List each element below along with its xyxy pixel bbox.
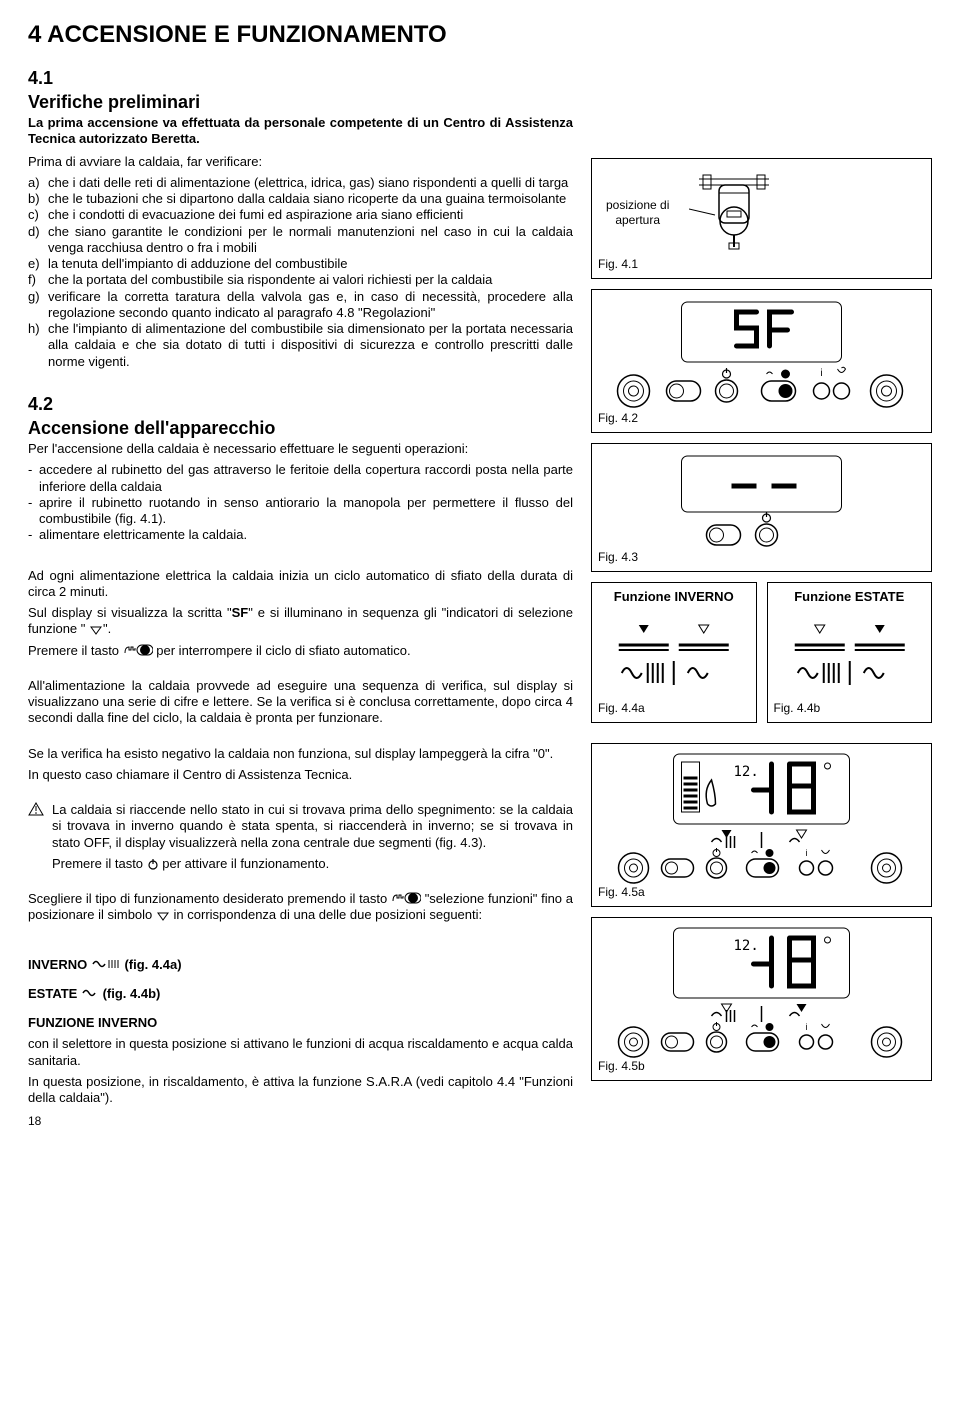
hand-button-icon (123, 643, 153, 657)
warn-text-2: Premere il tasto per attivare il funzion… (52, 856, 573, 872)
valve-icon (689, 173, 779, 253)
warning-block: La caldaia si riaccende nello stato in c… (28, 802, 573, 877)
check-d: che siano garantite le condizioni per le… (48, 224, 573, 257)
page-title: 4 ACCENSIONE E FUNZIONAMENTO (28, 20, 932, 50)
fig-43-label: Fig. 4.3 (598, 550, 925, 565)
func-sara: In questa posizione, in riscaldamento, è… (28, 1074, 573, 1107)
section-41-intro: La prima accensione va effettuata da per… (28, 115, 573, 148)
panel-sf: i (598, 296, 925, 411)
step-2: aprire il rubinetto ruotando in senso an… (39, 495, 573, 528)
section-41-head: Verifiche preliminari (28, 91, 573, 114)
fig-44b-label: Fig. 4.4b (774, 701, 926, 716)
para-verify-seq: All'alimentazione la caldaia provvede ad… (28, 678, 573, 727)
para-verify-neg: Se la verifica ha esisto negativo la cal… (28, 746, 573, 762)
right-column: posizione di apertura Fig. 4.1 (591, 68, 932, 1129)
check-g: verificare la corretta taratura della va… (48, 289, 573, 322)
estate-line: ESTATE (fig. 4.4b) (28, 986, 573, 1002)
panel-dashes (598, 450, 925, 550)
summer-icon (81, 986, 99, 1000)
section-41-lead: Prima di avviare la caldaia, far verific… (28, 154, 573, 170)
func-inverno-title: Funzione INVERNO (598, 589, 750, 605)
para-sf: Sul display si visualizza la scritta "SF… (28, 605, 573, 638)
section-42-head: Accensione dell'apparecchio (28, 417, 573, 440)
para-interrupt: Premere il tasto per interrompere il cic… (28, 643, 573, 659)
page-number: 18 (28, 1114, 573, 1129)
check-f: che la portata del combustibile sia risp… (48, 272, 573, 288)
figure-4-5a: 12. (591, 743, 932, 907)
check-a: che i dati delle reti di alimentazione (… (48, 175, 573, 191)
selector-indicator-icon (89, 625, 103, 635)
valve-label: posizione di apertura (606, 198, 669, 228)
inverno-line: INVERNO (fig. 4.4a) (28, 957, 573, 973)
power-icon (147, 858, 159, 870)
svg-text:12.: 12. (734, 938, 759, 954)
figure-4-4a: Funzione INVERNO Fig. 4.4a (591, 582, 757, 723)
check-h: che l'impianto di alimentazione del comb… (48, 321, 573, 370)
panel-48b: 12. (598, 924, 925, 1059)
svg-text:12.: 12. (734, 764, 759, 780)
left-column: 4.1 Verifiche preliminari La prima accen… (28, 68, 573, 1129)
hand-button-icon (391, 891, 421, 905)
para-call-service: In questo caso chiamare il Centro di Ass… (28, 767, 573, 783)
figure-4-4b: Funzione ESTATE Fig. 4.4b (767, 582, 933, 723)
selector-indicator-icon (156, 911, 170, 921)
fig-45a-label: Fig. 4.5a (598, 885, 925, 900)
section-42-lead: Per l'accensione della caldaia è necessa… (28, 441, 573, 457)
warn-text-1: La caldaia si riaccende nello stato in c… (52, 802, 573, 851)
svg-text:i: i (820, 368, 822, 379)
check-c: che i condotti di evacuazione dei fumi e… (48, 207, 573, 223)
section-41-num: 4.1 (28, 68, 573, 89)
warning-icon (28, 802, 44, 877)
step-1: accedere al rubinetto del gas attraverso… (39, 462, 573, 495)
fig-44a-label: Fig. 4.4a (598, 701, 750, 716)
mode-summer-icon (774, 611, 926, 701)
fig-45b-label: Fig. 4.5b (598, 1059, 925, 1074)
svg-text:i: i (806, 1022, 808, 1032)
check-b: che le tubazioni che si dipartono dalla … (48, 191, 573, 207)
step-3: alimentare elettricamente la caldaia. (39, 527, 573, 543)
fig-41-label: Fig. 4.1 (598, 257, 925, 272)
fig-42-label: Fig. 4.2 (598, 411, 925, 426)
svg-text:i: i (806, 848, 808, 858)
mode-winter-icon (598, 611, 750, 701)
func-inverno-head: FUNZIONE INVERNO (28, 1015, 573, 1031)
figure-4-2: i Fig. 4.2 (591, 289, 932, 433)
panel-48a: 12. (598, 750, 925, 885)
func-inverno-desc: con il selettore in questa posizione si … (28, 1036, 573, 1069)
check-e: la tenuta dell'impianto di adduzione del… (48, 256, 573, 272)
para-choose-mode: Scegliere il tipo di funzionamento desid… (28, 891, 573, 924)
func-estate-title: Funzione ESTATE (774, 589, 926, 605)
winter-icon (91, 957, 121, 971)
figure-4-1: posizione di apertura Fig. 4.1 (591, 158, 932, 279)
figure-4-3: Fig. 4.3 (591, 443, 932, 572)
ignition-steps: -accedere al rubinetto del gas attravers… (28, 462, 573, 543)
figure-4-5b: 12. (591, 917, 932, 1081)
section-42-num: 4.2 (28, 394, 573, 415)
preliminary-checks-list: a)che i dati delle reti di alimentazione… (28, 175, 573, 370)
para-auto-vent: Ad ogni alimentazione elettrica la calda… (28, 568, 573, 601)
